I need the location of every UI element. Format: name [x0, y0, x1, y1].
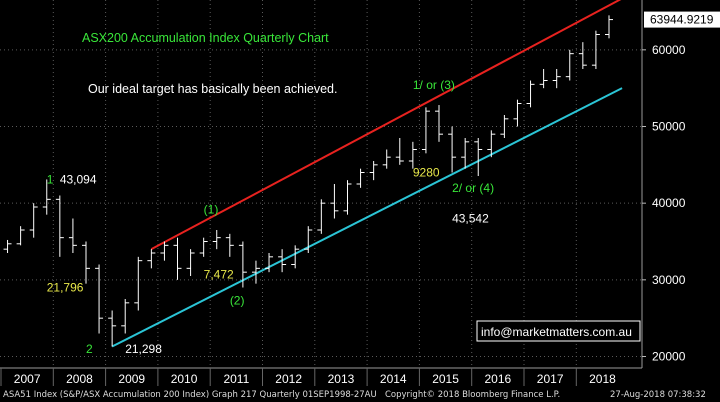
annotation-label: (2) [230, 294, 245, 308]
annotation-label: 2 [86, 342, 93, 356]
x-tick-label: 2015 [432, 372, 459, 386]
annotation-label: 43,542 [452, 212, 489, 226]
y-tick-label: 30000 [652, 273, 686, 287]
x-tick-label: 2009 [118, 372, 145, 386]
footer-timestamp: 27-Aug-2018 07:38:32 [610, 390, 706, 400]
y-tick-label: 60000 [652, 43, 686, 57]
x-tick-label: 2010 [171, 372, 198, 386]
annotation-label: 7,472 [204, 267, 234, 281]
x-tick-label: 2007 [14, 372, 41, 386]
chart-title: ASX200 Accumulation Index Quarterly Char… [82, 31, 329, 45]
x-tick-label: 2017 [537, 372, 564, 386]
x-tick-label: 2018 [589, 372, 616, 386]
contact-email: info@marketmatters.com.au [481, 325, 632, 339]
x-tick-label: 2011 [223, 372, 249, 386]
chart-subtitle: Our ideal target has basically been achi… [88, 82, 337, 96]
y-tick-label: 50000 [652, 120, 686, 134]
annotation-label: 1 [47, 172, 54, 186]
lower-channel-line [111, 87, 623, 348]
x-tick-label: 2008 [66, 372, 93, 386]
annotation-label: (1) [204, 202, 219, 216]
last-value-label: 63944.9219 [650, 13, 714, 27]
y-tick-label: 40000 [652, 196, 686, 210]
x-tick-label: 2013 [328, 372, 355, 386]
contact-box [476, 320, 641, 342]
footer-copyright: Copyright© 2018 Bloomberg Finance L.P. [385, 390, 561, 400]
last-value-tag [644, 11, 720, 28]
y-tick-label: 20000 [652, 350, 686, 364]
annotation-label: 1/ or (3) [413, 78, 455, 92]
footer-bar: ASA51 Index (S&P/ASX Accumulation 200 In… [0, 387, 720, 402]
footer-index-info: ASA51 Index (S&P/ASX Accumulation 200 In… [3, 390, 377, 400]
annotation-label: 21,298 [125, 342, 162, 356]
annotation-label: 9280 [413, 166, 440, 180]
annotation-label: 43,094 [60, 172, 97, 186]
x-tick-label: 2016 [484, 372, 511, 386]
annotation-label: 21,796 [47, 281, 84, 295]
x-tick-label: 2012 [275, 372, 302, 386]
x-tick-label: 2014 [380, 372, 407, 386]
upper-channel-line [150, 0, 622, 251]
annotation-label: 2/ or (4) [452, 181, 494, 195]
